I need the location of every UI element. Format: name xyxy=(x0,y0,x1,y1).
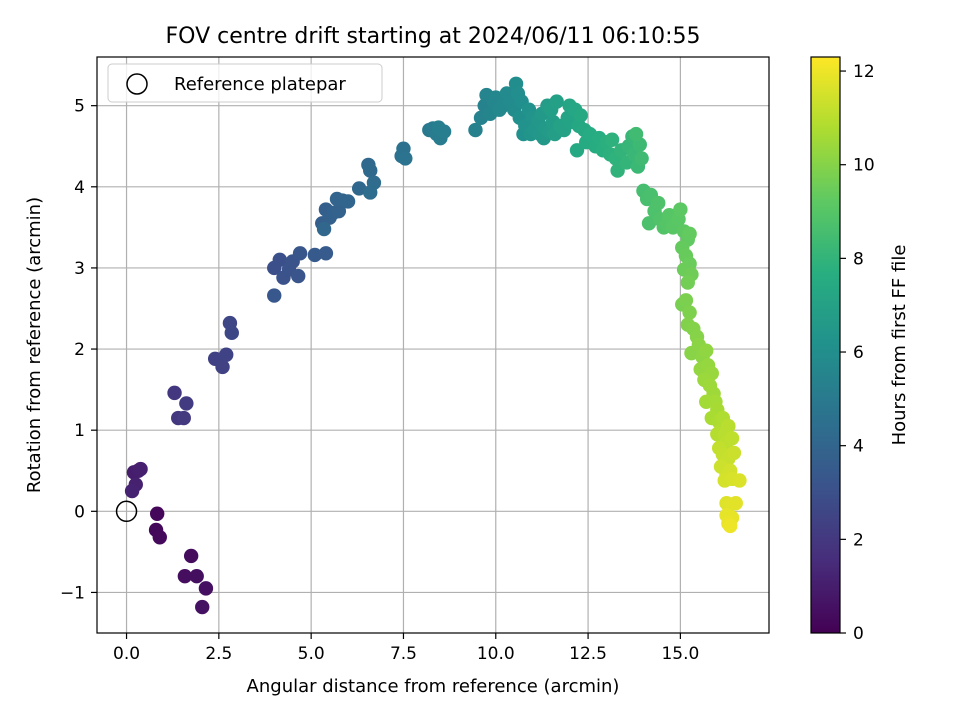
data-point xyxy=(363,185,378,200)
data-point xyxy=(549,94,564,109)
colorbar-frame xyxy=(810,56,841,634)
data-point xyxy=(167,385,182,401)
data-point xyxy=(721,418,736,434)
x-tick-label: 10.0 xyxy=(477,644,515,664)
colorbar-tick-label: 12 xyxy=(853,62,875,82)
data-point xyxy=(569,143,585,158)
data-point xyxy=(610,163,625,178)
data-point xyxy=(329,191,345,207)
data-point xyxy=(292,246,308,261)
colorbar-ticks: 0 2 4 6 8 10 12 xyxy=(840,62,875,644)
y-axis-ticks: −1 0 1 2 3 4 5 xyxy=(60,97,97,603)
y-tick-label: 5 xyxy=(74,97,85,117)
data-point xyxy=(176,410,191,426)
colorbar-tick-label: 2 xyxy=(853,530,864,550)
data-point xyxy=(641,216,657,231)
data-point xyxy=(468,122,483,138)
legend: Reference platepar xyxy=(107,63,383,103)
data-point xyxy=(651,195,666,211)
y-tick-label: −1 xyxy=(60,583,85,603)
data-point xyxy=(198,581,214,596)
reference-platepar-marker xyxy=(115,500,138,523)
data-point xyxy=(267,288,282,303)
colorbar: 0 2 4 6 8 10 12 Hours from first FF file xyxy=(810,56,910,644)
data-point xyxy=(177,569,193,584)
data-point xyxy=(634,151,649,166)
data-point xyxy=(133,461,148,477)
data-point xyxy=(732,473,747,488)
y-tick-label: 4 xyxy=(74,178,85,198)
plot-frame xyxy=(96,56,770,634)
data-point xyxy=(219,347,234,362)
data-point xyxy=(351,181,367,196)
colorbar-tick-label: 4 xyxy=(853,437,864,457)
colorbar-tick-label: 10 xyxy=(853,156,875,176)
data-point xyxy=(726,445,742,461)
data-point xyxy=(728,495,743,511)
data-point xyxy=(316,221,332,237)
data-point xyxy=(307,247,323,263)
data-point xyxy=(124,483,140,499)
data-point xyxy=(680,275,695,290)
x-tick-label: 5.0 xyxy=(298,644,325,664)
y-tick-label: 1 xyxy=(74,421,85,441)
x-tick-label: 15.0 xyxy=(661,644,699,664)
grid-lines xyxy=(97,57,769,633)
data-point xyxy=(183,548,199,564)
y-tick-label: 2 xyxy=(74,340,85,360)
data-point xyxy=(195,599,210,615)
y-tick-label: 0 xyxy=(74,502,85,522)
x-tick-label: 12.5 xyxy=(569,644,607,664)
data-point xyxy=(149,506,165,521)
data-point xyxy=(604,132,620,147)
colorbar-label: Hours from first FF file xyxy=(889,245,910,446)
data-point xyxy=(363,163,378,178)
data-point xyxy=(152,530,167,545)
data-point xyxy=(224,325,239,341)
legend-reference-marker xyxy=(126,73,148,95)
data-point xyxy=(431,120,446,135)
data-point xyxy=(573,108,588,123)
data-point xyxy=(179,396,194,411)
x-tick-label: 2.5 xyxy=(205,644,232,664)
x-axis-label: Angular distance from reference (arcmin) xyxy=(247,676,620,697)
data-points xyxy=(124,76,747,615)
y-tick-label: 3 xyxy=(74,259,85,279)
x-tick-label: 7.5 xyxy=(390,644,417,664)
x-axis-ticks: 0.0 2.5 5.0 7.5 10.0 12.5 15.0 xyxy=(113,633,699,664)
data-point xyxy=(682,305,697,320)
colorbar-tick-label: 0 xyxy=(853,624,864,644)
data-point xyxy=(272,252,287,268)
legend-reference-label: Reference platepar xyxy=(174,74,346,95)
data-point xyxy=(682,226,697,242)
colorbar-tick-label: 8 xyxy=(853,249,864,269)
y-axis-label: Rotation from reference (arcmin) xyxy=(24,197,45,493)
data-point xyxy=(723,518,738,534)
data-point xyxy=(215,359,230,375)
data-point xyxy=(340,194,356,209)
chart-title: FOV centre drift starting at 2024/06/11 … xyxy=(166,24,701,49)
legend-box xyxy=(107,63,383,103)
data-point xyxy=(724,431,740,446)
colorbar-tick-label: 6 xyxy=(853,343,864,363)
data-point xyxy=(189,569,204,584)
data-point xyxy=(398,151,413,166)
x-tick-label: 0.0 xyxy=(113,644,140,664)
data-point xyxy=(291,268,306,284)
data-point xyxy=(678,293,694,308)
data-point xyxy=(673,202,688,217)
data-point xyxy=(699,343,714,358)
data-point xyxy=(318,246,334,261)
data-point xyxy=(628,126,644,142)
colorbar-gradient xyxy=(811,57,840,633)
